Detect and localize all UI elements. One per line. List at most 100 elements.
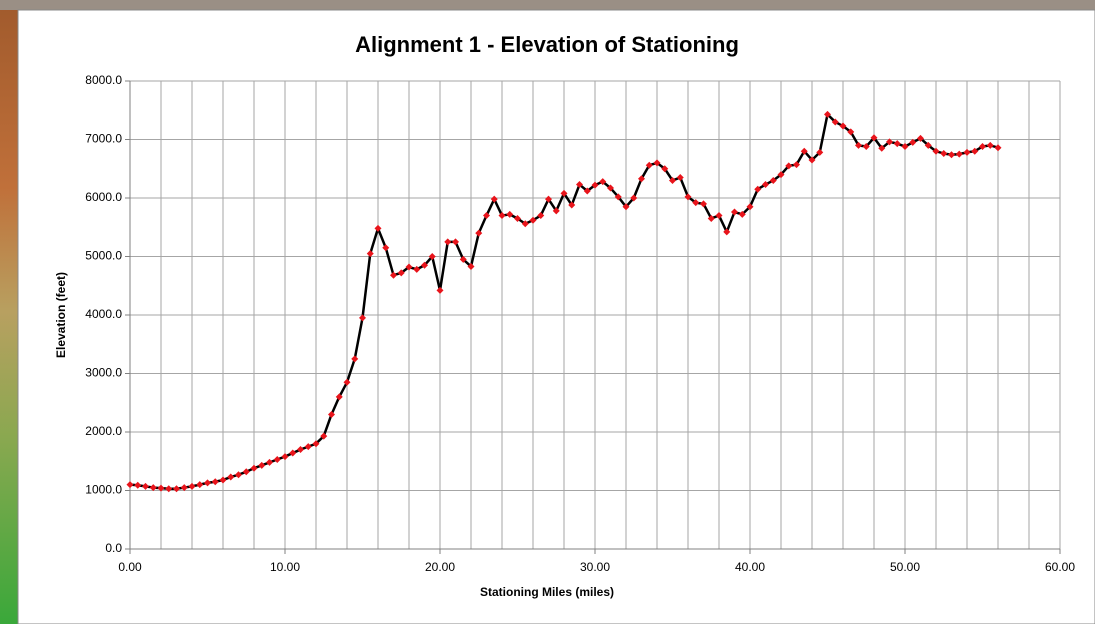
data-marker <box>436 286 444 294</box>
data-marker <box>273 455 281 463</box>
y-tick-label: 6000.0 <box>85 190 122 204</box>
data-marker <box>645 161 653 169</box>
background-strip <box>0 0 1095 10</box>
data-marker <box>374 224 382 232</box>
data-marker <box>746 203 754 211</box>
data-marker <box>413 265 421 273</box>
data-marker <box>862 143 870 151</box>
data-marker <box>351 355 359 363</box>
data-marker <box>591 181 599 189</box>
y-tick-label: 0.0 <box>105 541 122 555</box>
data-marker <box>343 378 351 386</box>
data-marker <box>800 147 808 155</box>
y-tick-label: 1000.0 <box>85 483 122 497</box>
data-marker <box>211 478 219 486</box>
data-marker <box>583 187 591 195</box>
data-marker <box>552 207 560 215</box>
data-marker <box>390 271 397 279</box>
data-marker <box>242 468 250 476</box>
data-marker <box>366 250 374 258</box>
data-marker <box>847 128 855 136</box>
chart-panel <box>17 9 1095 625</box>
data-marker <box>335 393 343 401</box>
x-tick-label: 30.00 <box>580 560 610 574</box>
data-marker <box>824 110 831 118</box>
data-marker <box>452 238 459 246</box>
x-tick-label: 0.00 <box>118 560 142 574</box>
data-marker <box>986 141 994 149</box>
data-marker <box>971 147 979 155</box>
data-marker <box>173 485 180 493</box>
data-marker <box>808 156 816 164</box>
data-marker <box>444 238 452 246</box>
data-marker <box>165 485 173 493</box>
data-marker <box>831 118 839 126</box>
data-marker <box>498 212 506 220</box>
data-marker <box>421 261 428 269</box>
data-marker <box>785 162 793 170</box>
data-marker <box>545 195 552 203</box>
data-marker <box>793 161 800 169</box>
x-tick-label: 50.00 <box>890 560 920 574</box>
data-marker <box>684 193 692 201</box>
y-tick-label: 2000.0 <box>85 424 122 438</box>
x-tick-label: 20.00 <box>425 560 455 574</box>
y-tick-label: 4000.0 <box>85 307 122 321</box>
data-marker <box>196 481 204 489</box>
data-marker <box>483 212 490 220</box>
data-marker <box>328 410 335 418</box>
data-marker <box>638 175 645 183</box>
data-marker <box>669 176 676 184</box>
data-marker <box>700 200 707 208</box>
x-axis-title: Stationing Miles (miles) <box>480 585 614 599</box>
x-tick-label: 10.00 <box>270 560 300 574</box>
data-marker <box>955 150 963 158</box>
data-marker <box>948 151 955 159</box>
data-marker <box>576 181 583 189</box>
data-marker <box>289 449 297 457</box>
data-marker <box>521 220 529 228</box>
data-marker <box>723 228 731 236</box>
x-tick-label: 60.00 <box>1045 560 1075 574</box>
data-marker <box>157 484 165 492</box>
data-marker <box>537 212 545 220</box>
data-marker <box>281 453 289 461</box>
data-marker <box>622 203 630 211</box>
data-marker <box>304 443 312 451</box>
data-marker <box>529 216 537 224</box>
data-marker <box>839 122 847 130</box>
data-marker <box>940 150 948 158</box>
data-marker <box>676 174 684 182</box>
data-marker <box>235 471 242 479</box>
data-marker <box>227 473 235 481</box>
data-marker <box>490 195 498 203</box>
data-marker <box>754 185 762 193</box>
data-marker <box>126 481 134 489</box>
data-marker <box>359 314 366 322</box>
data-marker <box>924 141 932 149</box>
data-marker <box>514 214 521 222</box>
y-tick-label: 3000.0 <box>85 366 122 380</box>
data-marker <box>266 458 273 466</box>
data-marker <box>769 176 777 184</box>
y-tick-label: 8000.0 <box>85 73 122 87</box>
data-marker <box>607 184 614 192</box>
data-marker <box>738 210 746 218</box>
data-marker <box>878 144 886 152</box>
data-marker <box>909 138 917 146</box>
data-marker <box>320 432 328 440</box>
data-marker <box>715 212 723 220</box>
data-marker <box>219 476 227 484</box>
y-axis-title: Elevation (feet) <box>54 272 68 358</box>
data-marker <box>630 194 638 202</box>
data-marker <box>180 484 188 492</box>
data-marker <box>134 481 142 489</box>
data-marker <box>963 148 971 156</box>
data-marker <box>932 147 940 155</box>
data-marker <box>661 165 669 173</box>
data-marker <box>886 138 893 146</box>
x-tick-label: 40.00 <box>735 560 765 574</box>
data-marker <box>707 214 715 222</box>
data-marker <box>599 178 607 186</box>
data-marker <box>312 440 320 448</box>
